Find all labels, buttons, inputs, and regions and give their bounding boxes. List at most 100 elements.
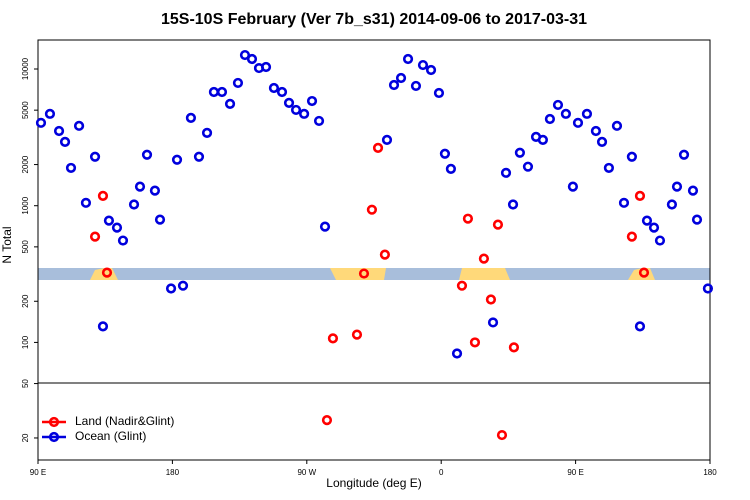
point: [654, 235, 666, 246]
point: [290, 104, 302, 116]
point: [232, 77, 244, 89]
point: [59, 136, 71, 147]
point: [319, 221, 331, 232]
point: [611, 120, 623, 131]
point: [671, 181, 683, 192]
point: [469, 337, 481, 348]
point: [276, 86, 288, 98]
plot-frame: [37, 39, 711, 461]
point: [103, 215, 115, 226]
point: [53, 125, 65, 137]
point: [306, 95, 318, 107]
point: [462, 213, 474, 224]
y-tick-label: 5000: [21, 101, 30, 119]
point: [366, 204, 378, 215]
point: [485, 294, 497, 305]
legend-label: Land (Nadir&Glint): [75, 414, 174, 428]
point: [268, 82, 280, 94]
point: [590, 125, 602, 137]
point: [89, 231, 101, 242]
point: [702, 283, 714, 294]
legend-marker: [48, 431, 60, 443]
point: [177, 280, 189, 291]
x-tick-label: 90 E: [567, 468, 583, 477]
point: [283, 97, 295, 109]
point: [134, 181, 146, 192]
point: [522, 161, 534, 172]
point: [596, 136, 608, 147]
point: [544, 113, 556, 125]
point: [379, 249, 391, 260]
point: [313, 115, 325, 127]
point: [224, 98, 236, 109]
point: [260, 61, 272, 73]
point: [193, 151, 205, 162]
point: [451, 348, 463, 359]
y-tick-label: 20: [21, 433, 30, 442]
point: [201, 127, 213, 138]
point: [507, 199, 519, 210]
point: [372, 142, 384, 153]
point: [117, 235, 129, 246]
point: [603, 162, 615, 174]
point: [154, 214, 166, 225]
point: [299, 108, 310, 119]
point: [638, 267, 650, 278]
point: [666, 199, 678, 210]
point: [101, 267, 113, 278]
point: [395, 72, 407, 84]
point: [433, 87, 445, 99]
chart-title: 15S-10S February (Ver 7b_s31) 2014-09-06…: [161, 11, 587, 28]
point: [492, 219, 504, 230]
point: [128, 199, 140, 210]
point: [351, 329, 363, 340]
point: [687, 185, 699, 196]
point: [581, 108, 593, 119]
x-tick-label: 180: [166, 468, 180, 477]
legend-label: Ocean (Glint): [75, 429, 146, 443]
y-tick-label: 2000: [21, 155, 30, 173]
y-tick-label: 500: [21, 240, 30, 254]
point: [626, 231, 637, 242]
point: [321, 415, 333, 426]
marks: [35, 49, 714, 441]
point: [508, 342, 520, 353]
point: [89, 151, 101, 162]
point: [691, 214, 703, 225]
point: [678, 149, 690, 160]
y-tick-label: 100: [21, 335, 30, 349]
point: [417, 59, 429, 71]
point: [402, 53, 414, 65]
point: [560, 108, 571, 119]
point: [410, 80, 422, 92]
x-axis-label: Longitude (deg E): [326, 476, 421, 490]
point: [239, 49, 251, 61]
point: [73, 120, 85, 131]
land-patch: [330, 268, 386, 280]
point: [381, 134, 393, 145]
point: [165, 283, 177, 294]
point: [567, 181, 579, 192]
point: [648, 222, 660, 233]
point: [97, 321, 109, 332]
point: [141, 149, 153, 160]
y-tick-label: 50: [21, 379, 30, 388]
point: [358, 268, 370, 279]
point: [80, 197, 92, 208]
point: [149, 185, 161, 196]
y-tick-label: 1000: [21, 196, 30, 214]
point: [97, 190, 109, 201]
map-strip: [38, 268, 710, 280]
point: [171, 154, 183, 165]
point: [388, 79, 400, 91]
point: [111, 222, 123, 233]
y-axis-label: N Total: [0, 226, 14, 263]
x-tick-label: 90 W: [297, 468, 316, 477]
point: [185, 112, 197, 123]
point: [514, 147, 525, 158]
point: [327, 333, 339, 344]
point: [478, 253, 490, 264]
legend-marker: [48, 416, 60, 428]
point: [439, 148, 451, 159]
